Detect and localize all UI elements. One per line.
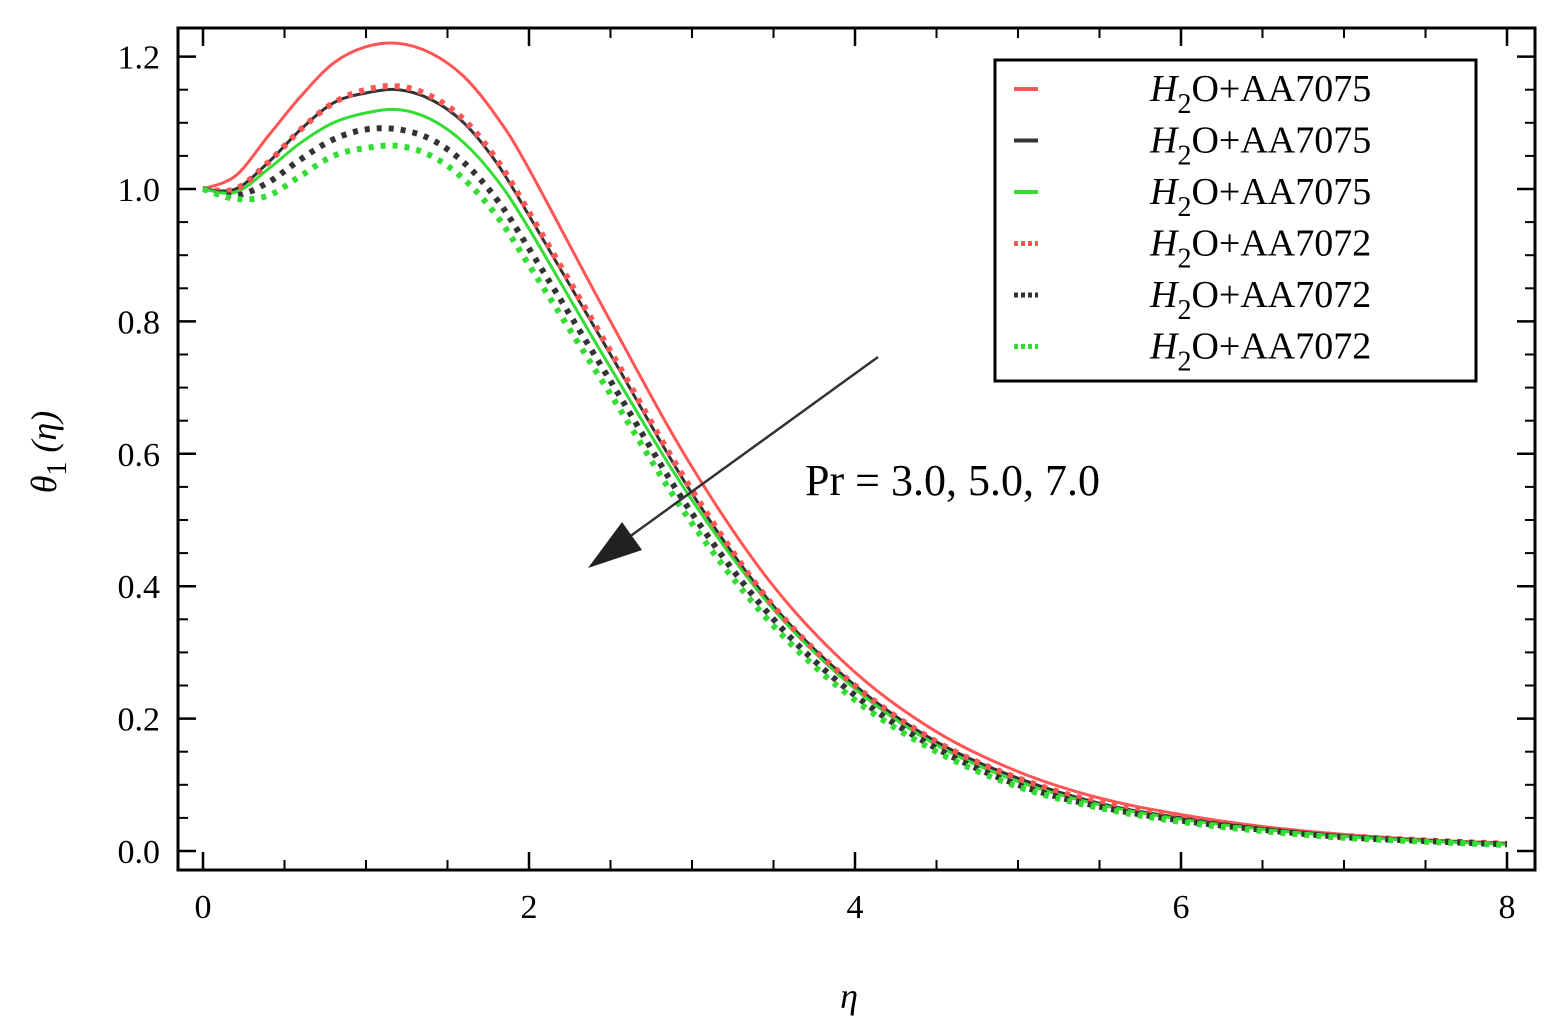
legend-box	[993, 58, 1478, 383]
axis-titles: η θ1 (η)	[24, 411, 858, 1016]
axis-ticks: 0 2 4 6 8 0.0 0.2 0.4 0.6 0.8 1.0 1.2	[118, 28, 1535, 926]
y-tick-label: 0.4	[118, 569, 161, 606]
series-line-5	[202, 125, 1508, 848]
annotation-text: Pr = 3.0, 5.0, 7.0	[805, 456, 1100, 505]
x-axis-title: η	[840, 976, 858, 1016]
y-tick-label: 0.6	[118, 437, 161, 474]
legend: H2O+AA7075H2O+AA7075H2O+AA7075H2O+AA7072…	[993, 58, 1478, 383]
x-tick-label: 4	[847, 889, 864, 926]
x-tick-label: 2	[521, 889, 538, 926]
series-line-6	[202, 142, 1508, 848]
legend-entry-label: H2O+AA7075	[1149, 68, 1371, 120]
arrow-head-icon	[588, 522, 642, 568]
annotation: Pr = 3.0, 5.0, 7.0	[588, 355, 1100, 568]
y-tick-label: 1.0	[118, 172, 161, 209]
legend-entry-label: H2O+AA7075	[1149, 120, 1371, 172]
y-tick-label: 0.0	[118, 834, 161, 871]
y-axis-title: θ1 (η)	[24, 411, 73, 494]
x-tick-label: 6	[1173, 889, 1190, 926]
series-line-1	[202, 41, 1508, 845]
legend-entry-label: H2O+AA7075	[1149, 171, 1371, 223]
annotation-arrow-line	[624, 355, 879, 542]
x-tick-label: 0	[195, 889, 212, 926]
plot-border	[176, 26, 1537, 872]
y-tick-label: 0.8	[118, 304, 161, 341]
plot-frame	[176, 26, 1537, 872]
legend-entry-label: H2O+AA7072	[1149, 223, 1371, 275]
x-tick-label: 8	[1499, 889, 1516, 926]
y-tick-label: 1.2	[118, 40, 161, 77]
legend-entry-label: H2O+AA7072	[1149, 326, 1371, 378]
y-tick-label: 0.2	[118, 702, 161, 739]
legend-entry-label: H2O+AA7072	[1149, 274, 1371, 326]
series-lines	[202, 41, 1508, 848]
